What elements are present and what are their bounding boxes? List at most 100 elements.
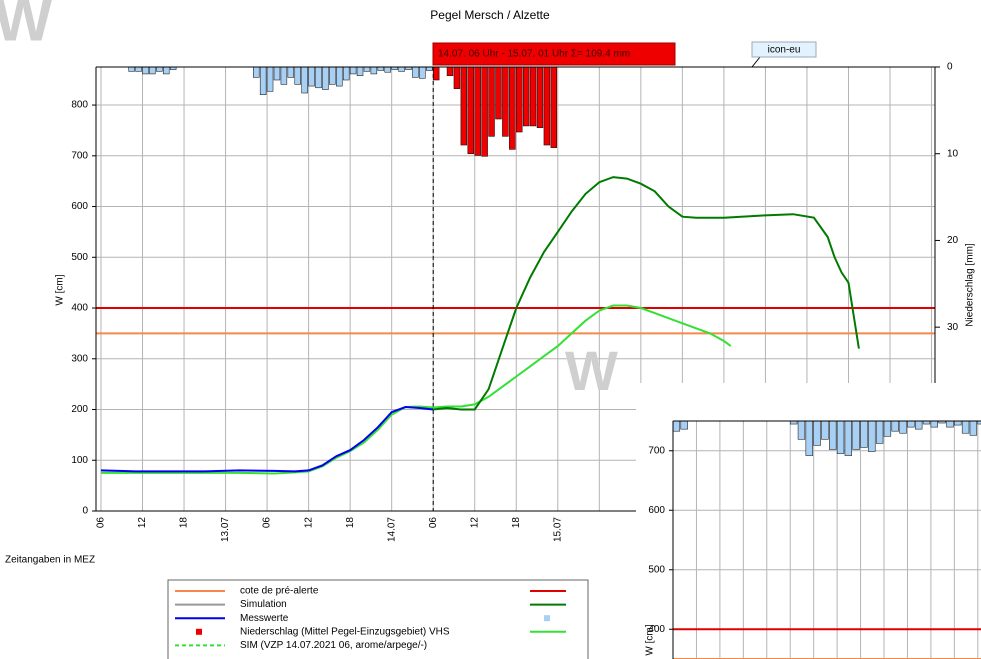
precipitation-bar	[460, 66, 468, 146]
x-tick-label: 12	[303, 517, 314, 529]
legend-swatch	[196, 628, 202, 635]
legend-box	[167, 579, 589, 659]
x-tick-label: 06	[262, 517, 273, 529]
precipitation-bar	[384, 66, 391, 73]
chart-title: Pegel Mersch / Alzette	[430, 8, 550, 22]
precipitation-bar	[860, 420, 868, 448]
precipitation-bar	[308, 66, 315, 87]
y-tick-label: 400	[71, 303, 88, 314]
x-tick-label: 15.07	[552, 517, 563, 542]
time-note: Zeitangaben in MEZ	[5, 555, 95, 566]
precipitation-bar	[287, 66, 295, 78]
x-tick-label: 06	[428, 517, 439, 529]
y-tick-label: 500	[71, 252, 88, 263]
legend-label: Simulation	[240, 599, 287, 610]
x-tick-label: 12	[469, 517, 480, 529]
precipitation-bar	[322, 66, 329, 90]
x-tick-label: 12	[137, 517, 148, 529]
watermark: W	[0, 0, 53, 54]
precipitation-bar	[672, 420, 681, 432]
y2-axis-title: Niederschlag [mm]	[965, 243, 976, 327]
precipitation-bar	[329, 66, 336, 85]
precipitation-bar	[342, 66, 350, 81]
precipitation-bar	[529, 66, 537, 127]
precipitation-bar	[474, 66, 481, 156]
precipitation-bar	[349, 66, 357, 75]
precipitation-bar	[875, 420, 884, 444]
precipitation-bar	[915, 420, 923, 430]
model-box	[751, 41, 817, 58]
precipitation-bar	[899, 420, 907, 434]
x-tick-label: 06	[96, 517, 107, 529]
y-tick-label: 300	[71, 353, 88, 364]
precipitation-bar	[543, 66, 551, 146]
legend-label: SIM (VZP 14.07.2021 06, arome/arpege/-)	[240, 640, 427, 651]
precipitation-bar	[946, 420, 954, 428]
precipitation-bar	[253, 66, 260, 78]
precipitation-bar	[550, 66, 558, 148]
y-tick-label: 200	[71, 404, 88, 415]
y-tick-label: 500	[648, 564, 665, 575]
precipitation-bar	[961, 420, 970, 434]
precipitation-bar	[163, 66, 170, 75]
series-line	[433, 176, 860, 411]
y-axis-title: W [cm]	[55, 274, 66, 305]
precipitation-bar	[852, 420, 860, 450]
precipitation-bar	[273, 66, 281, 81]
precipitation-bar	[536, 66, 544, 128]
precipitation-bar	[509, 66, 516, 150]
model-connector	[751, 56, 761, 68]
legend-label: cote de pré-alerte	[240, 586, 319, 597]
legend-swatch	[544, 615, 550, 622]
y2-tick-label: 10	[947, 148, 959, 159]
y-tick-label: 600	[71, 201, 88, 212]
precipitation-bar	[156, 66, 163, 72]
x-tick-label: 13.07	[220, 517, 231, 542]
y-tick-label: 700	[648, 445, 665, 456]
precipitation-bar	[128, 66, 135, 72]
precipitation-bar	[398, 66, 405, 72]
precipitation-bar	[821, 420, 829, 440]
y-tick-label: 400	[648, 624, 665, 635]
y-tick-label: 800	[71, 100, 88, 111]
precipitation-bar	[891, 420, 899, 432]
y2-tick-label: 20	[947, 235, 959, 246]
precipitation-bar	[680, 420, 688, 430]
precipitation-bar	[135, 66, 142, 72]
precipitation-bar	[977, 420, 981, 425]
precipitation-bar	[315, 66, 322, 89]
precipitation-bar	[954, 420, 962, 426]
model-label: icon-eu	[768, 45, 801, 56]
precipitation-bar	[446, 66, 454, 76]
precipitation-bar	[868, 420, 876, 452]
precipitation-bar	[432, 66, 440, 81]
y-tick-label: 700	[71, 150, 88, 161]
precipitation-bar	[142, 66, 149, 75]
precipitation-bar	[280, 66, 288, 85]
precipitation-bar	[259, 66, 267, 95]
y2-tick-label: 30	[947, 322, 959, 333]
precipitation-bar	[481, 66, 488, 157]
precipitation-bar	[829, 420, 837, 450]
precipitation-bar	[969, 420, 978, 436]
y-tick-label: 100	[71, 455, 88, 466]
y-tick-label: 600	[648, 505, 665, 516]
precipitation-bar	[453, 66, 461, 89]
x-tick-label: 18	[179, 517, 190, 529]
precipitation-bar	[907, 420, 915, 428]
precipitation-bar	[502, 66, 509, 137]
precipitation-bar	[844, 420, 853, 456]
precipitation-bar	[412, 66, 419, 78]
x-tick-label: 18	[511, 517, 522, 529]
precipitation-bar	[301, 66, 308, 94]
precipitation-bar	[813, 420, 821, 446]
precipitation-bar	[294, 66, 301, 85]
precipitation-bar	[149, 66, 156, 75]
precipitation-bar	[467, 66, 474, 154]
precipitation-bar	[805, 420, 813, 456]
rain-sum-box	[432, 42, 676, 66]
precipitation-bar	[883, 420, 892, 437]
precipitation-bar	[419, 66, 426, 79]
precipitation-bar	[488, 66, 495, 137]
